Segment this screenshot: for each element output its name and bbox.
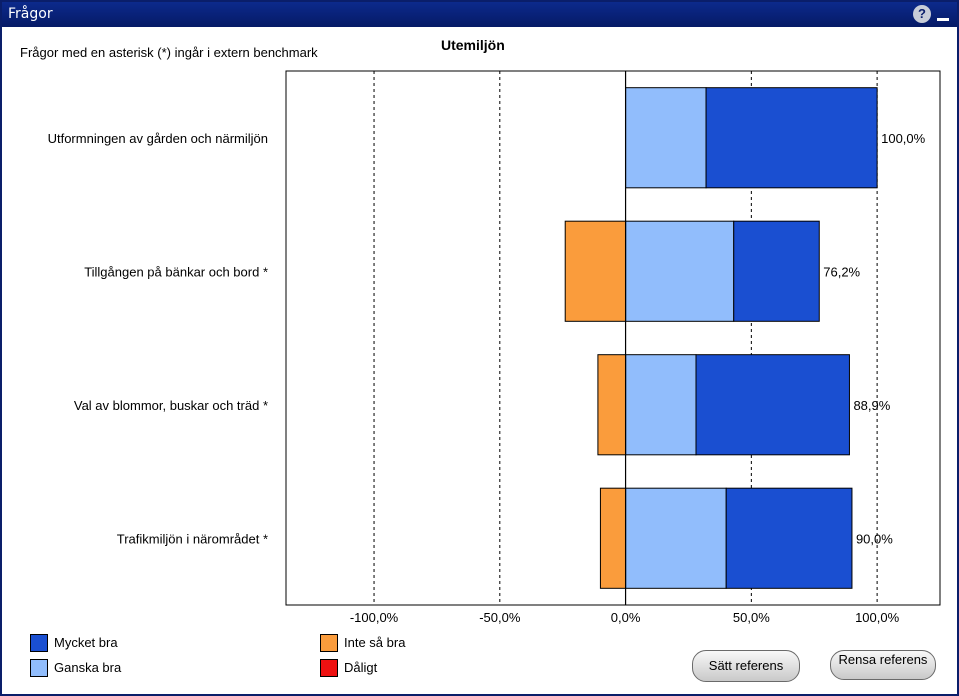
bar-segment [705, 87, 878, 189]
data-label: 76,2% [823, 264, 860, 279]
bar-segment [625, 87, 707, 189]
legend-swatch [30, 634, 48, 652]
category-label: Val av blommor, buskar och träd * [74, 398, 268, 413]
bar-segment [625, 220, 735, 322]
title-bar: Frågor ? [2, 2, 957, 27]
clear-reference-button[interactable]: Rensa referens [830, 650, 936, 680]
legend-swatch [320, 659, 338, 677]
legend-label: Dåligt [344, 660, 378, 675]
category-label: Tillgången på bänkar och bord * [84, 264, 268, 279]
chart-title: Utemiljön [441, 37, 505, 53]
legend-label: Mycket bra [54, 635, 118, 650]
bar-segment [695, 354, 850, 456]
legend-label: Ganska bra [54, 660, 122, 675]
legend-swatch [320, 634, 338, 652]
help-icon[interactable]: ? [913, 5, 931, 23]
legend-swatch [30, 659, 48, 677]
data-label: 90,0% [856, 531, 893, 546]
data-label: 100,0% [881, 131, 926, 146]
category-label: Trafikmiljön i närområdet * [117, 531, 268, 546]
x-tick-label: 50,0% [733, 610, 770, 625]
x-tick-label: -50,0% [479, 610, 521, 625]
bar-segment [597, 354, 627, 456]
bar-segment [725, 487, 853, 589]
bar-segment [625, 354, 697, 456]
x-tick-label: 100,0% [855, 610, 900, 625]
window-title: Frågor [8, 6, 53, 22]
bar-segment [564, 220, 627, 322]
bar-segment [625, 487, 727, 589]
category-label: Utformningen av gården och närmiljön [48, 131, 268, 146]
legend-label: Inte så bra [344, 635, 406, 650]
set-reference-button[interactable]: Sätt referens [692, 650, 800, 682]
x-tick-label: -100,0% [350, 610, 399, 625]
minimize-icon[interactable] [937, 18, 949, 21]
bar-segment [733, 220, 820, 322]
benchmark-note: Frågor med en asterisk (*) ingår i exter… [20, 45, 318, 60]
data-label: 88,9% [853, 398, 890, 413]
bar-segment [599, 487, 627, 589]
x-tick-label: 0,0% [611, 610, 641, 625]
